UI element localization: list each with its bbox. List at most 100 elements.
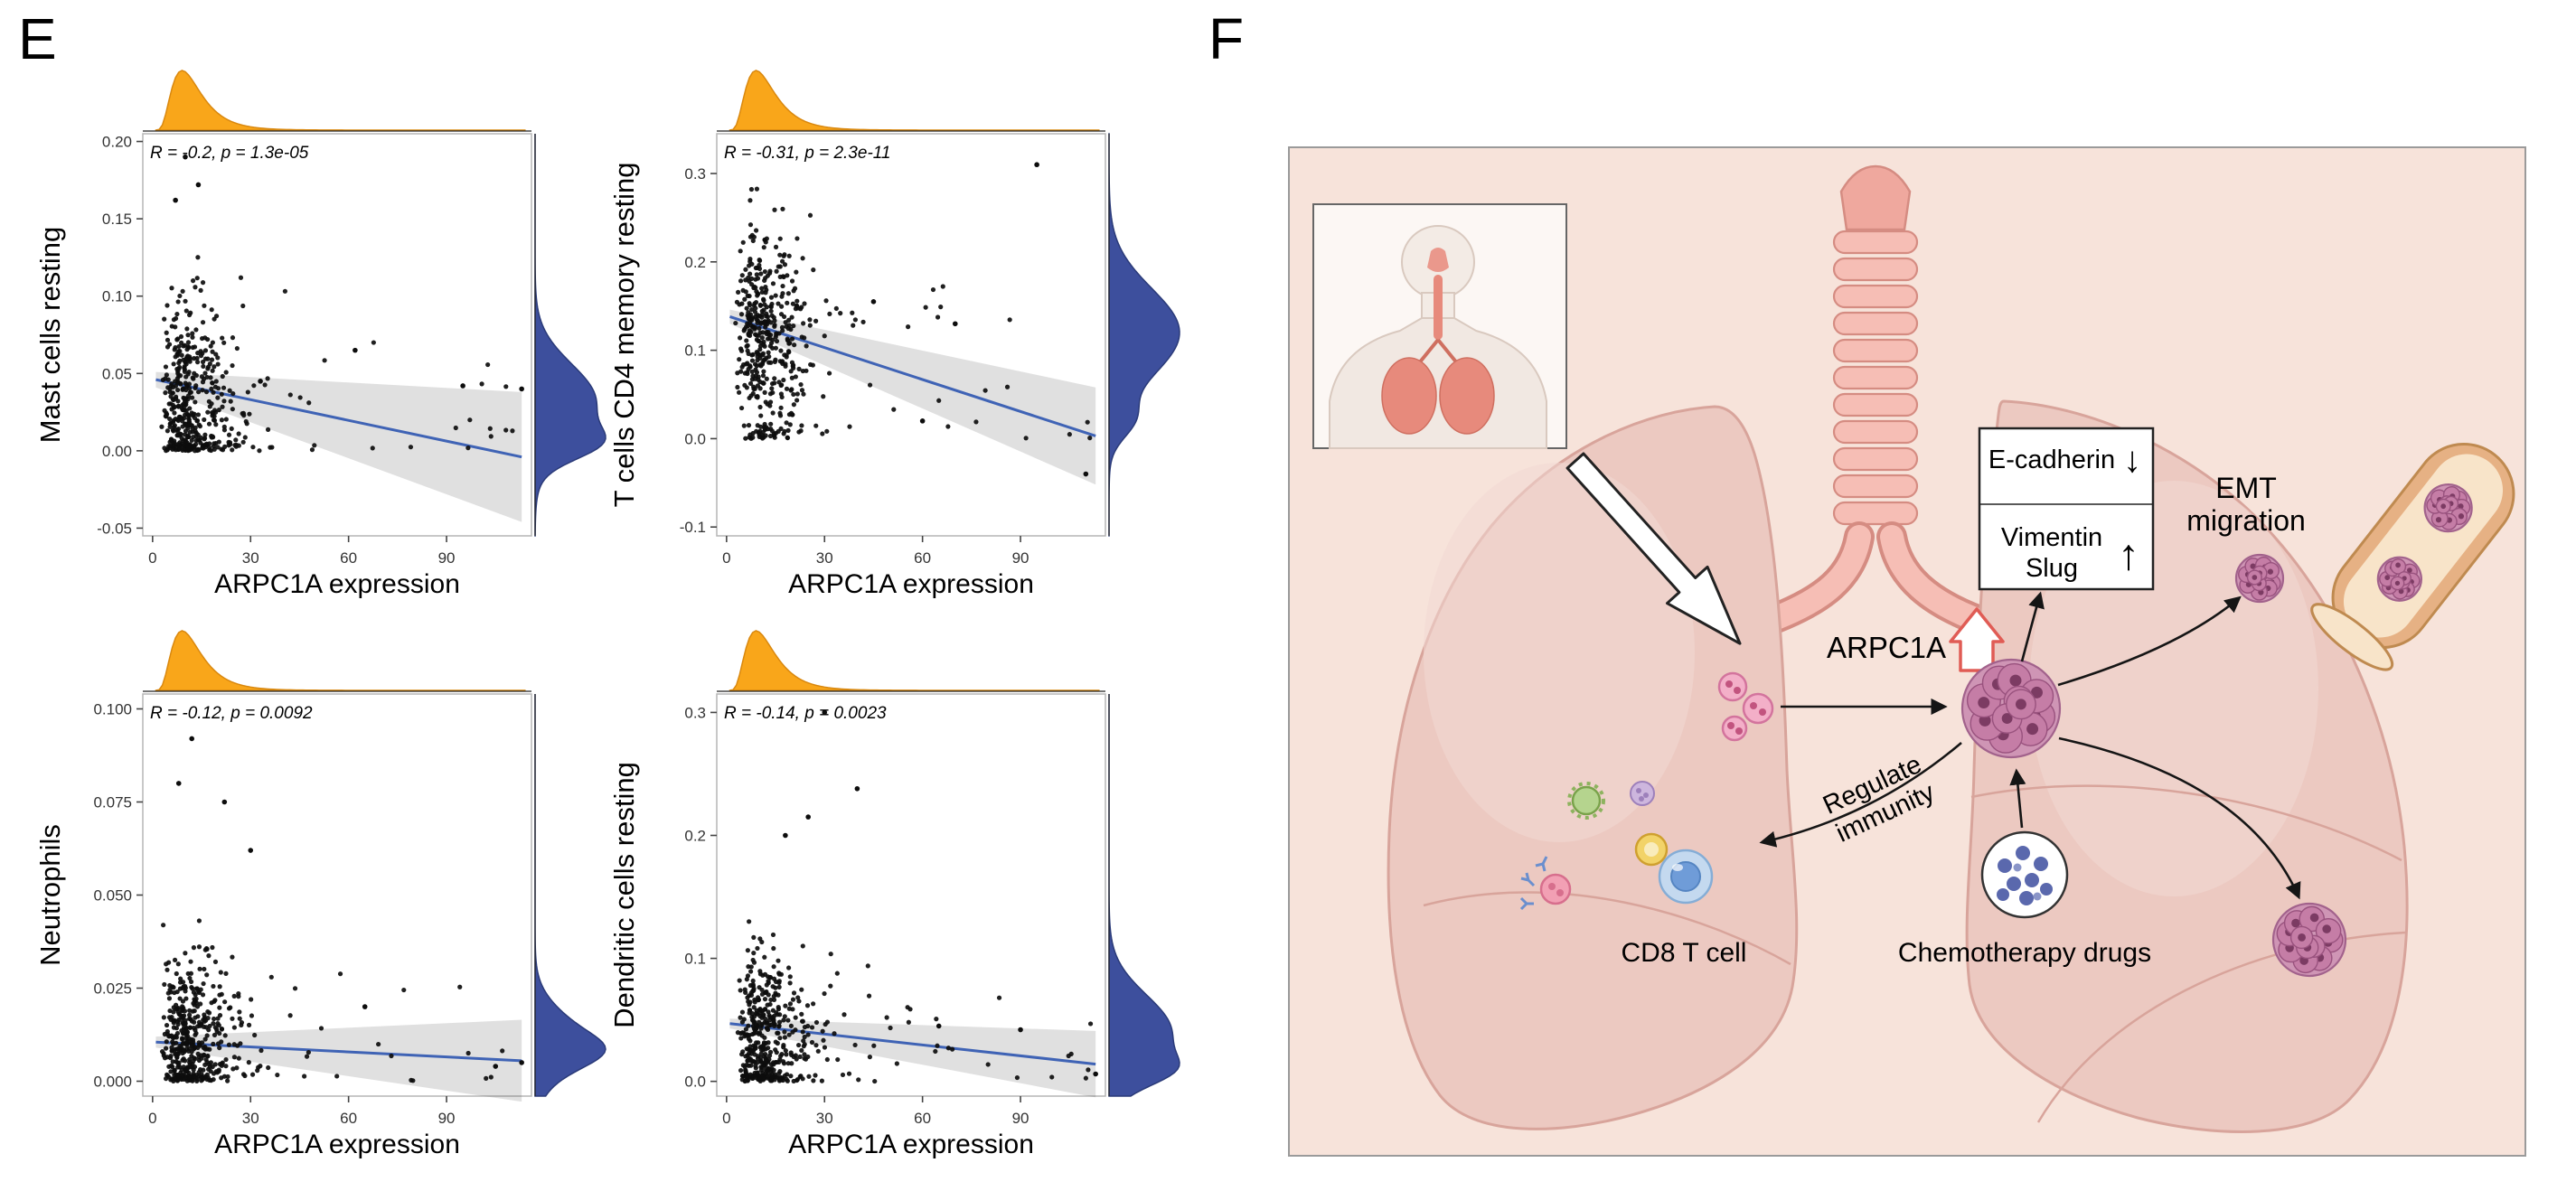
antibody-icons xyxy=(1519,856,1548,911)
svg-text:Neutrophils: Neutrophils xyxy=(36,824,66,966)
svg-text:0.3: 0.3 xyxy=(684,704,706,721)
inset-nasal-cavity xyxy=(1427,248,1449,272)
svg-text:60: 60 xyxy=(340,549,357,567)
mechanism-diagram: E-cadherin ↓ Vimentin Slug ↑ EMT migrati… xyxy=(1288,146,2526,1157)
vimentin-label: Vimentin xyxy=(2001,523,2102,552)
right-lung-fissure-1 xyxy=(1970,784,2402,862)
chemotherapy-drugs xyxy=(1980,830,2069,919)
svg-text:0.20: 0.20 xyxy=(102,134,132,151)
metastasis-tumor-cluster xyxy=(2271,902,2347,978)
svg-text:0: 0 xyxy=(722,549,730,567)
panel-f-label: F xyxy=(1208,6,1245,71)
arrow-tumor-to-immune-cells xyxy=(1759,742,1962,848)
svg-text:90: 90 xyxy=(1012,1110,1029,1127)
cd8-label: CD8 T cell xyxy=(1622,938,1747,968)
svg-text:0.00: 0.00 xyxy=(102,443,132,460)
svg-text:0.3: 0.3 xyxy=(684,165,706,183)
svg-text:60: 60 xyxy=(340,1110,357,1127)
emt-marker-box-frame xyxy=(1978,427,2155,591)
left-lung-highlight xyxy=(1424,463,1695,842)
svg-text:0.1: 0.1 xyxy=(684,342,706,360)
body-inset xyxy=(1312,203,1567,449)
svg-text:Mast cells resting: Mast cells resting xyxy=(36,227,66,443)
scatter-chart-neutrophils: 0 30 60 90 0.000 0.025 0.050 0.075 0.100 R = -0.1… xyxy=(36,630,606,1159)
emt-label-line2: migration xyxy=(2186,504,2306,537)
svg-text:-0.05: -0.05 xyxy=(97,520,132,537)
svg-text:30: 30 xyxy=(242,1110,259,1127)
svg-text:0: 0 xyxy=(148,1110,156,1127)
svg-text:30: 30 xyxy=(816,549,833,567)
zoom-arrow xyxy=(1565,452,1742,645)
svg-text:ARPC1A expression: ARPC1A expression xyxy=(214,1130,460,1159)
svg-text:90: 90 xyxy=(1012,549,1029,567)
inset-left-lung xyxy=(1381,357,1437,435)
nk-cell-spikes xyxy=(1567,782,1605,820)
svg-text:60: 60 xyxy=(914,1110,931,1127)
arrow-chemo-to-tumor xyxy=(2009,768,2026,829)
inset-right-lung xyxy=(1439,357,1495,435)
svg-text:0.100: 0.100 xyxy=(93,700,132,717)
svg-text:ARPC1A expression: ARPC1A expression xyxy=(788,1130,1034,1159)
svg-text:0.000: 0.000 xyxy=(93,1074,132,1091)
svg-text:R = -0.31, p = 2.3e-11: R = -0.31, p = 2.3e-11 xyxy=(724,144,891,163)
svg-text:0.050: 0.050 xyxy=(93,887,132,905)
svg-text:60: 60 xyxy=(914,549,931,567)
svg-text:0.1: 0.1 xyxy=(684,951,706,968)
svg-text:30: 30 xyxy=(242,549,259,567)
left-lung-fissure xyxy=(1423,891,1791,966)
svg-text:ARPC1A expression: ARPC1A expression xyxy=(214,569,460,599)
b-cell xyxy=(1539,873,1572,905)
svg-text:0: 0 xyxy=(148,549,156,567)
svg-text:0.2: 0.2 xyxy=(684,827,706,844)
tumor-cluster-in-vessel-1 xyxy=(2376,556,2422,602)
blood-vessel xyxy=(2310,442,2515,671)
svg-text:0.15: 0.15 xyxy=(102,211,132,228)
svg-text:ARPC1A expression: ARPC1A expression xyxy=(788,569,1034,599)
inset-trachea xyxy=(1434,275,1443,340)
arrow-tumor-to-metastasis xyxy=(2058,736,2301,900)
svg-text:0.10: 0.10 xyxy=(102,288,132,305)
slug-label: Slug xyxy=(2026,554,2078,583)
svg-text:-0.1: -0.1 xyxy=(680,519,706,536)
svg-text:R = -0.12, p = 0.0092: R = -0.12, p = 0.0092 xyxy=(150,704,313,723)
flow-arrows xyxy=(1759,591,2301,900)
left-bronchus xyxy=(1764,525,1871,630)
primary-tumor-cluster xyxy=(1960,658,2062,759)
svg-text:0.0: 0.0 xyxy=(684,1074,706,1091)
panel-e: E 0 30 60 90 -0.05 0.00 0.05 0.10 0.15 0.20 R = -0… xyxy=(0,0,1265,1163)
scatter-chart-dendritic-cells-resting: 0 30 60 90 0.0 0.1 0.2 0.3 R = -0.14, p = 0.0023… xyxy=(610,630,1180,1159)
svg-text:90: 90 xyxy=(438,549,456,567)
emt-label-line1: EMT xyxy=(2215,472,2277,504)
cd8-t-cell-shine xyxy=(1672,864,1683,871)
up-arrow-icon: ↑ xyxy=(2118,531,2139,579)
svg-text:0.025: 0.025 xyxy=(93,980,132,998)
arpc1a-label: ARPC1A xyxy=(1827,631,1946,664)
chemo-label: Chemotherapy drugs xyxy=(1898,938,2151,968)
scatter-chart-mast-cells-resting: 0 30 60 90 -0.05 0.00 0.05 0.10 0.15 0.20 R = -0.2… xyxy=(36,70,606,599)
svg-text:90: 90 xyxy=(438,1110,456,1127)
macrophage-nucleus xyxy=(1644,842,1659,857)
arrow-tumor-to-vessel xyxy=(2057,596,2242,687)
svg-text:R = -0.14, p = 0.0023: R = -0.14, p = 0.0023 xyxy=(724,704,887,723)
lymphocyte-cell xyxy=(1630,781,1655,806)
trachea-rings xyxy=(1832,230,1919,526)
inset-torso xyxy=(1329,317,1547,449)
svg-text:0.075: 0.075 xyxy=(93,793,132,811)
svg-text:30: 30 xyxy=(816,1110,833,1127)
trachea xyxy=(1761,164,1995,636)
e-cadherin-label: E-cadherin xyxy=(1988,445,2115,474)
larynx xyxy=(1839,164,1912,231)
immune-cells xyxy=(1519,781,1714,911)
migrating-tumor-cluster xyxy=(2234,553,2285,604)
svg-text:0.0: 0.0 xyxy=(684,430,706,447)
scatter-chart-t-cd4-memory-resting: 0 30 60 90 -0.1 0.0 0.1 0.2 0.3 R = -0.31, p = 2.… xyxy=(610,70,1180,599)
tumor-cluster-in-vessel-2 xyxy=(2423,483,2473,533)
panel-e-label: E xyxy=(18,6,57,71)
chemo-drug-dots xyxy=(1997,846,2053,905)
vessel-opening xyxy=(2310,603,2394,671)
svg-text:Dendritic cells resting: Dendritic cells resting xyxy=(610,762,640,1028)
tumor-origin-cells xyxy=(1717,671,1774,742)
emt-marker-box: E-cadherin ↓ Vimentin Slug ↑ xyxy=(1978,427,2155,591)
down-arrow-icon: ↓ xyxy=(2123,440,2141,480)
arrow-tumor-to-marker-box xyxy=(2020,591,2045,662)
